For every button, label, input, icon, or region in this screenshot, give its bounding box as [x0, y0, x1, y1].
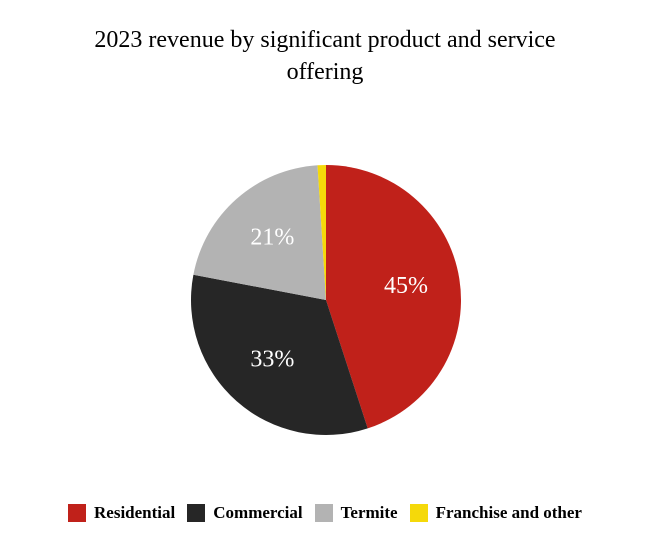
legend-label: Residential — [94, 503, 176, 522]
legend-swatch — [68, 504, 87, 522]
chart-title: 2023 revenue by significant product and … — [94, 27, 556, 85]
data-label: 45% — [384, 273, 428, 299]
data-label: 21% — [250, 225, 294, 251]
pie-slice — [191, 274, 368, 435]
legend-swatch — [187, 504, 206, 522]
legend-label: Termite — [340, 503, 398, 522]
legend-item: Residential — [68, 503, 175, 523]
data-label: 33% — [250, 346, 294, 372]
legend: Residential Commercial Termite Franchise an… — [0, 503, 650, 523]
legend-item: Commercial — [187, 503, 303, 523]
pie-slice — [193, 165, 326, 300]
legend-item: Franchise and other — [409, 503, 582, 523]
legend-item: Termite — [314, 503, 398, 523]
legend-label: Commercial — [213, 503, 303, 522]
pie-slice — [326, 165, 461, 429]
legend-swatch — [314, 504, 333, 522]
legend-swatch — [409, 504, 428, 522]
pie-slice — [317, 165, 326, 300]
chart: 45% 33% 21% — [191, 165, 461, 435]
legend-label: Franchise and other — [435, 503, 582, 522]
